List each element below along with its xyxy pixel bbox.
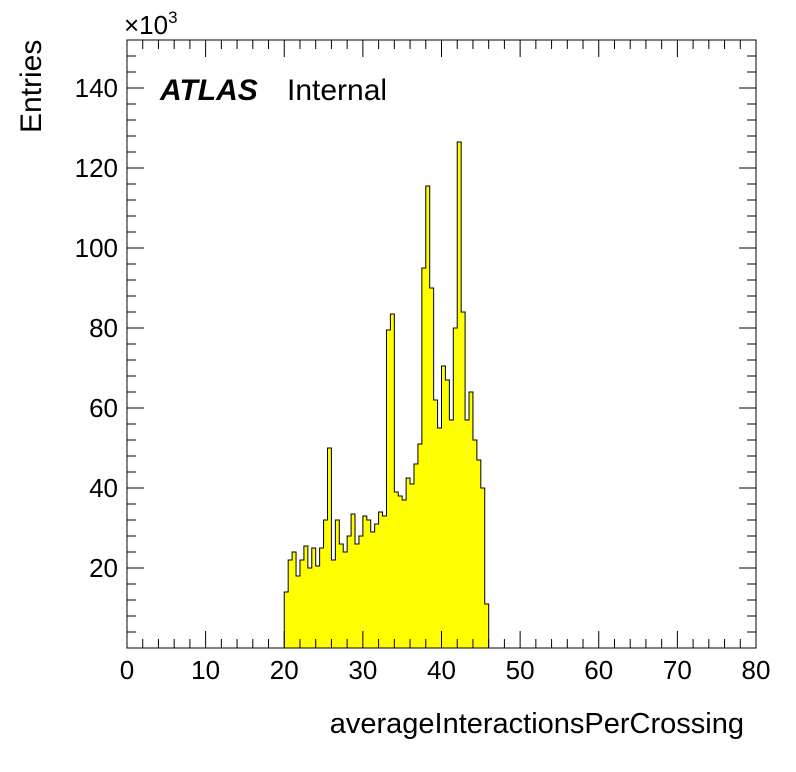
- histogram-bar: [476, 460, 482, 648]
- histogram-bar: [445, 380, 450, 648]
- y-multiplier-label: ×103: [124, 8, 178, 40]
- y-axis-title: Entries: [15, 40, 48, 133]
- x-tick-label: 10: [191, 655, 220, 685]
- histogram-bar: [425, 186, 431, 648]
- x-axis-title: averageInteractionsPerCrossing: [330, 708, 744, 740]
- y-tick-label: 40: [89, 473, 118, 503]
- histogram-bar: [398, 496, 403, 648]
- histogram-bar: [362, 516, 368, 648]
- histogram-bar: [457, 142, 462, 648]
- histogram-bar: [441, 366, 446, 648]
- y-axis-ticks: 20 40 60 80 100 120 140: [75, 39, 756, 633]
- histogram-bar: [480, 488, 486, 648]
- histogram-bar: [449, 420, 454, 648]
- histogram-bar: [358, 536, 364, 648]
- x-tick-label: 30: [348, 655, 377, 685]
- x-tick-label: 20: [270, 655, 299, 685]
- histogram-bar: [292, 552, 297, 648]
- histogram-bar: [303, 546, 309, 648]
- histogram-bar: [366, 520, 372, 648]
- histogram-bar: [351, 514, 356, 648]
- histogram-bar: [406, 478, 411, 648]
- y-tick-label: 60: [89, 393, 118, 423]
- histogram-bar: [335, 520, 340, 648]
- histogram-bar: [311, 548, 316, 648]
- x-tick-label: 60: [584, 655, 613, 685]
- histogram-bar: [296, 576, 301, 648]
- histogram-bar: [402, 500, 407, 648]
- histogram-bar: [469, 392, 474, 648]
- histogram-bar: [299, 560, 305, 648]
- histogram-bar: [453, 328, 458, 648]
- histogram-bar: [347, 536, 352, 648]
- histogram-bar: [433, 400, 438, 648]
- atlas-label: ATLAS: [159, 74, 258, 107]
- histogram-bar: [327, 448, 332, 648]
- histogram-bar: [413, 464, 419, 648]
- histogram-bar: [307, 568, 313, 648]
- histogram-bar: [370, 532, 375, 648]
- internal-label: Internal: [287, 74, 387, 107]
- x-tick-label: 0: [120, 655, 134, 685]
- histogram-bar: [355, 544, 360, 648]
- histogram-bar: [429, 288, 434, 648]
- histogram-bar: [390, 314, 395, 648]
- y-tick-label: 20: [89, 553, 118, 583]
- histogram-bars: [284, 142, 489, 648]
- histogram-bar: [319, 548, 324, 648]
- histogram-bar: [472, 440, 478, 648]
- histogram-bar: [394, 492, 399, 648]
- histogram-bar: [417, 444, 423, 648]
- histogram-bar: [284, 592, 289, 648]
- histogram-bar: [465, 420, 470, 648]
- histogram-bar: [484, 604, 489, 648]
- x-tick-label: 70: [663, 655, 692, 685]
- histogram-bar: [378, 512, 383, 648]
- histogram-bar: [386, 330, 391, 648]
- histogram-bar: [374, 524, 379, 648]
- histogram-bar: [421, 268, 427, 648]
- histogram-bar: [339, 544, 344, 648]
- histogram-bar: [382, 516, 387, 648]
- histogram-bar: [343, 552, 348, 648]
- x-tick-label: 80: [742, 655, 771, 685]
- histogram-bar: [461, 312, 466, 648]
- y-multiplier-exponent: 3: [168, 8, 177, 27]
- x-axis-ticks: 0 10 20 30 40 50 60 70 80: [120, 40, 771, 685]
- y-tick-label: 100: [75, 233, 118, 263]
- histogram-bar: [410, 484, 415, 648]
- y-tick-label: 140: [75, 73, 118, 103]
- y-tick-label: 120: [75, 153, 118, 183]
- x-tick-label: 40: [427, 655, 456, 685]
- histogram-outline: [283, 141, 490, 648]
- histogram-bar: [315, 566, 320, 648]
- histogram-bar: [331, 560, 336, 648]
- histogram-bar: [323, 520, 328, 648]
- y-tick-label: 80: [89, 313, 118, 343]
- histogram-bar: [288, 560, 293, 648]
- x-tick-label: 50: [506, 655, 535, 685]
- histogram-bar: [437, 428, 442, 648]
